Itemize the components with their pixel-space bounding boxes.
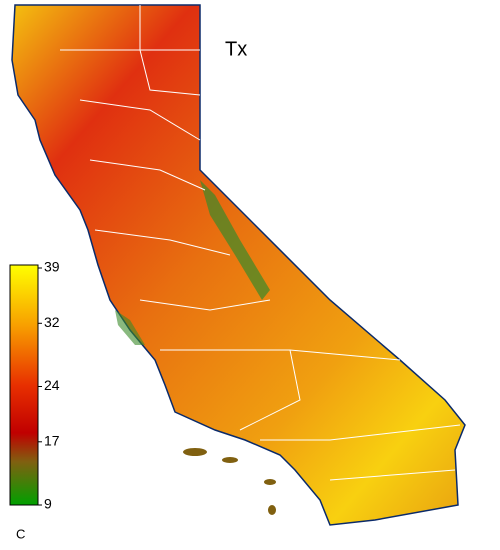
county-lines bbox=[60, 5, 461, 481]
map-title: Tx bbox=[225, 38, 247, 60]
colorbar bbox=[9, 264, 39, 506]
colorbar-tick-label: 24 bbox=[44, 377, 60, 393]
colorbar-tick-label: 32 bbox=[44, 314, 60, 330]
colorbar-tick-label: 39 bbox=[44, 259, 60, 275]
coast-region bbox=[115, 310, 145, 345]
colorbar-tick-label: 9 bbox=[44, 496, 52, 512]
state-outline bbox=[11, 4, 466, 526]
colorbar-tick-label: 17 bbox=[44, 433, 60, 449]
mountain-region bbox=[200, 180, 270, 300]
islands bbox=[183, 448, 276, 515]
colorbar-unit: C bbox=[16, 526, 25, 541]
